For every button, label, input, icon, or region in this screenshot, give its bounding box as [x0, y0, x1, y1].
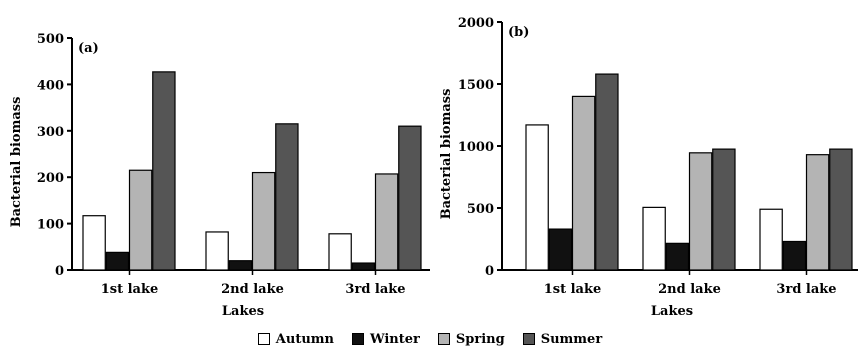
- panel-b-bar-autumn-2: [642, 206, 666, 271]
- legend: Autumn Winter Spring Summer: [0, 329, 860, 349]
- panel-b-y-tick-label: 1000: [458, 140, 494, 155]
- panel-b-bar-summer-2: [712, 148, 736, 271]
- panel-b-bar-autumn-3: [759, 208, 783, 271]
- panel-b-y-tick-label: 500: [467, 202, 494, 217]
- panel-a-x-tick-label: 3rd lake: [345, 282, 405, 297]
- legend-item-winter: Winter: [352, 332, 420, 347]
- panel-b-x-tick-label: 2nd lake: [658, 282, 721, 297]
- panel-a-bar-winter-1: [105, 251, 130, 271]
- panel-b-x-tick-label: 1st lake: [544, 282, 602, 297]
- panel-a-bar-autumn-3: [328, 233, 352, 271]
- panel-b-bar-spring-1: [571, 95, 596, 271]
- panel-b-y-axis-title: Bacterial biomass: [439, 89, 454, 220]
- legend-swatch-spring: [437, 333, 450, 345]
- panel-b-bar-winter-3: [782, 240, 807, 271]
- panel-a-bar-winter-3: [351, 262, 376, 271]
- legend-swatch-winter: [352, 333, 364, 345]
- panel-b-bar-spring-3: [805, 154, 830, 271]
- panel-a-bar-summer-3: [398, 125, 422, 271]
- panel-a-bar-winter-2: [228, 260, 253, 271]
- panel-a-y-tick-label: 300: [37, 125, 64, 140]
- panel-a-bar-summer-1: [152, 71, 176, 271]
- legend-swatch-summer: [522, 333, 535, 345]
- panel-a-bar-spring-2: [251, 171, 276, 271]
- legend-label-autumn: Autumn: [275, 331, 334, 347]
- legend-label-winter: Winter: [370, 331, 420, 347]
- panel-a-y-tick-label: 400: [37, 78, 64, 93]
- panel-a-bar-spring-3: [374, 173, 399, 271]
- panel-b-y-tick-label: 2000: [458, 16, 494, 31]
- panel-a-bar-autumn-2: [205, 231, 229, 271]
- panel-b-y-tick-label: 1500: [458, 78, 494, 93]
- panel-b-x-tick-label: 3rd lake: [776, 282, 836, 297]
- legend-item-summer: Summer: [522, 331, 603, 347]
- legend-label-spring: Spring: [455, 331, 505, 347]
- panel-b-bar-winter-2: [665, 242, 690, 271]
- panel-a-y-tick-label: 500: [37, 32, 64, 47]
- panel-a-bar-spring-1: [128, 169, 153, 271]
- panel-a-bar-summer-2: [275, 123, 299, 271]
- legend-item-autumn: Autumn: [257, 331, 334, 347]
- panel-b-bar-autumn-1: [525, 124, 549, 271]
- legend-label-summer: Summer: [540, 331, 603, 347]
- panel-b-y-tick-label: 0: [485, 264, 494, 279]
- panel-a-x-tick-label: 1st lake: [101, 282, 159, 297]
- panel-a-y-axis-title: Bacterial biomass: [9, 97, 24, 228]
- panel-a-x-axis-title: Lakes: [222, 304, 264, 319]
- panel-a-y-tick-label: 200: [37, 171, 64, 186]
- panel-b-bar-summer-1: [595, 73, 619, 271]
- panel-a-label: (a): [78, 41, 99, 56]
- panel-a-y-tick-label: 100: [37, 218, 64, 233]
- panel-a-y-tick-label: 0: [55, 264, 64, 279]
- legend-swatch-autumn: [257, 333, 270, 345]
- panel-b-x-axis-title: Lakes: [651, 304, 693, 319]
- panel-b-label: (b): [508, 25, 529, 40]
- panel-a-x-tick-label: 2nd lake: [221, 282, 284, 297]
- panel-a-bar-autumn-1: [82, 215, 106, 271]
- panel-b-bar-summer-3: [829, 148, 853, 271]
- panel-b-bar-winter-1: [548, 228, 573, 271]
- legend-item-spring: Spring: [437, 331, 505, 347]
- panel-b-bar-spring-2: [688, 152, 713, 271]
